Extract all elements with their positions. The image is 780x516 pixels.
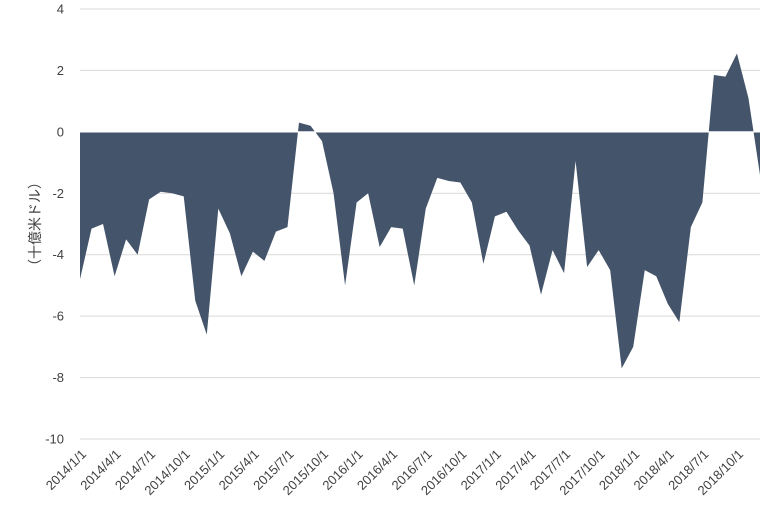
y-tick-label: -8 [52, 370, 64, 385]
y-tick-label: -10 [45, 432, 64, 447]
data-point [482, 263, 484, 265]
data-point [356, 202, 358, 204]
data-point [586, 266, 588, 268]
data-point [494, 215, 496, 217]
data-point [505, 211, 507, 213]
y-tick-label: 0 [57, 124, 64, 139]
data-point [598, 249, 600, 251]
data-point [229, 232, 231, 234]
area-series [80, 53, 760, 369]
data-point [275, 231, 277, 233]
data-point [402, 228, 404, 230]
data-point [102, 223, 104, 225]
data-point [448, 180, 450, 182]
data-point [425, 208, 427, 210]
data-point [713, 74, 715, 76]
data-point [552, 249, 554, 251]
data-point [459, 182, 461, 184]
data-point [563, 272, 565, 274]
data-point [678, 321, 680, 323]
y-tick-label: -6 [52, 309, 64, 324]
data-point [298, 122, 300, 124]
data-point [194, 300, 196, 302]
data-point [724, 76, 726, 78]
data-point [183, 195, 185, 197]
x-axis-ticks: 2014/1/12014/4/12014/7/12014/10/12015/1/… [43, 447, 746, 499]
data-point [114, 275, 116, 277]
data-point [217, 208, 219, 210]
data-point [137, 254, 139, 256]
data-point [540, 294, 542, 296]
data-point [79, 278, 81, 280]
data-point [240, 275, 242, 277]
data-point [471, 202, 473, 204]
data-point [736, 53, 738, 55]
data-point [160, 191, 162, 193]
data-point [333, 192, 335, 194]
data-point [379, 246, 381, 248]
data-point [517, 229, 519, 231]
data-point [621, 367, 623, 369]
data-point [667, 303, 669, 305]
data-point [759, 174, 761, 176]
data-point [436, 177, 438, 179]
y-tick-label: 2 [57, 63, 64, 78]
data-point [609, 269, 611, 271]
y-axis-ticks: 4 2 0 -2 -4 -6 -8 -10 [45, 2, 64, 447]
data-point [286, 226, 288, 228]
data-point [690, 226, 692, 228]
data-point [655, 275, 657, 277]
data-point [171, 192, 173, 194]
y-tick-label: -4 [52, 247, 64, 262]
y-tick-label: -2 [52, 186, 64, 201]
y-axis-title: （十億米ドル） [28, 175, 44, 273]
data-point [91, 228, 93, 230]
plot-area [79, 53, 761, 369]
data-point [125, 238, 127, 240]
data-point [632, 346, 634, 348]
data-point [310, 125, 312, 127]
data-point [390, 226, 392, 228]
data-point [367, 192, 369, 194]
data-point [644, 269, 646, 271]
data-point [206, 334, 208, 336]
data-point [263, 260, 265, 262]
data-point [747, 97, 749, 99]
y-tick-label: 4 [57, 2, 64, 17]
data-point [321, 140, 323, 142]
data-point [148, 198, 150, 200]
data-point [575, 160, 577, 162]
data-point [252, 251, 254, 253]
data-point [413, 284, 415, 286]
data-point [701, 202, 703, 204]
data-point [528, 245, 530, 247]
data-point [344, 284, 346, 286]
